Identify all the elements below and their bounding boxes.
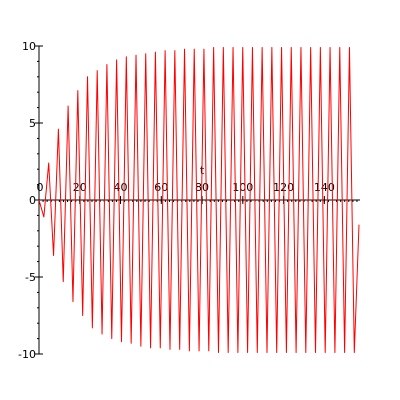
data-point <box>339 47 340 48</box>
data-point <box>155 52 156 53</box>
data-point <box>63 281 64 282</box>
data-point <box>97 70 98 71</box>
data-point <box>266 352 267 353</box>
data-point <box>232 47 233 48</box>
data-point <box>228 352 229 353</box>
data-point <box>72 301 73 302</box>
data-point <box>184 48 185 49</box>
data-point <box>198 350 199 351</box>
data-point <box>271 47 272 48</box>
data-point <box>203 48 204 49</box>
data-point <box>213 47 214 48</box>
data-point <box>281 47 282 48</box>
data-point <box>291 47 292 48</box>
data-point <box>116 59 117 60</box>
y-tick-label: 10 <box>22 40 36 53</box>
data-point <box>329 47 330 48</box>
data-point <box>296 352 297 353</box>
data-point <box>106 64 107 65</box>
data-point <box>189 350 190 351</box>
data-point <box>82 315 83 316</box>
data-point <box>257 352 258 353</box>
data-point <box>77 90 78 91</box>
data-point <box>325 352 326 353</box>
data-point <box>165 50 166 51</box>
y-tick-label: 0 <box>29 194 36 207</box>
data-point <box>310 47 311 48</box>
data-point <box>92 327 93 328</box>
data-point <box>48 162 49 163</box>
data-point <box>121 341 122 342</box>
data-point <box>262 47 263 48</box>
data-point <box>140 346 141 347</box>
data-point <box>126 56 127 57</box>
data-point <box>247 352 248 353</box>
data-point <box>194 48 195 49</box>
data-point <box>145 53 146 54</box>
x-tick-label: 0 <box>37 181 44 194</box>
data-point <box>252 47 253 48</box>
x-tick-label: 140 <box>314 181 335 194</box>
data-point <box>237 352 238 353</box>
data-point <box>38 199 39 200</box>
data-point <box>358 224 359 225</box>
data-point <box>349 47 350 48</box>
data-point <box>169 349 170 350</box>
data-point <box>286 352 287 353</box>
data-point <box>344 352 345 353</box>
data-point <box>276 352 277 353</box>
data-point <box>131 343 132 344</box>
data-point <box>68 105 69 106</box>
data-point <box>315 352 316 353</box>
data-point <box>305 352 306 353</box>
data-point <box>300 47 301 48</box>
data-point <box>174 50 175 51</box>
data-point <box>334 352 335 353</box>
data-point <box>218 352 219 353</box>
data-point <box>135 55 136 56</box>
data-point <box>242 47 243 48</box>
data-point <box>101 333 102 334</box>
series-line <box>38 47 360 353</box>
data-point <box>53 255 54 256</box>
y-tick-label: -10 <box>18 348 36 361</box>
data-point <box>320 47 321 48</box>
data-point <box>179 349 180 350</box>
data-point <box>223 47 224 48</box>
data-point <box>43 216 44 217</box>
y-tick-label: -5 <box>25 271 36 284</box>
data-point <box>160 347 161 348</box>
data-point <box>208 350 209 351</box>
x-tick-label: 100 <box>232 181 253 194</box>
data-point <box>111 338 112 339</box>
y-tick-label: 5 <box>29 117 36 130</box>
y-axis-ticks: 10 5 0 -5 -10 <box>18 40 43 361</box>
x-tick-label: 40 <box>114 181 128 194</box>
data-point <box>354 352 355 353</box>
data-point <box>87 76 88 77</box>
data-point <box>58 129 59 130</box>
x-tick-label: 60 <box>154 181 168 194</box>
data-point <box>150 347 151 348</box>
